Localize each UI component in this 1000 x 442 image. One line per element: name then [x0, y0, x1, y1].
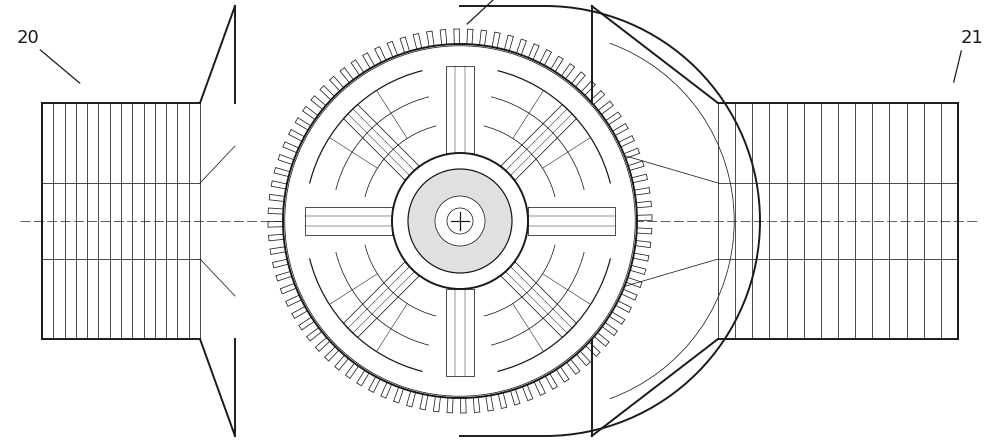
Text: 20: 20 — [17, 29, 39, 47]
Polygon shape — [343, 262, 419, 338]
Circle shape — [283, 44, 637, 398]
Circle shape — [435, 196, 485, 246]
Polygon shape — [446, 289, 474, 376]
Polygon shape — [528, 207, 615, 235]
Circle shape — [392, 153, 528, 289]
Polygon shape — [343, 104, 419, 180]
Polygon shape — [501, 104, 577, 180]
Circle shape — [408, 169, 512, 273]
Polygon shape — [501, 262, 577, 338]
Polygon shape — [305, 207, 392, 235]
Text: 21: 21 — [961, 29, 983, 47]
Polygon shape — [446, 66, 474, 153]
